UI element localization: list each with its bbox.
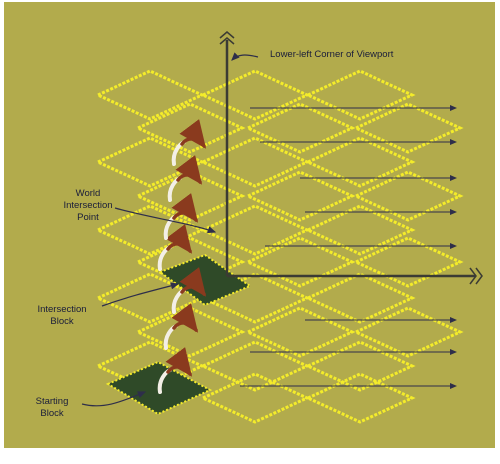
diagram-background (4, 2, 495, 448)
starting-block-label-line-2: Block (40, 408, 63, 419)
curved-arrow-icon (157, 347, 193, 394)
walk-path-arrows (157, 119, 207, 394)
tile-outline (352, 102, 464, 154)
tile-outline (244, 170, 356, 222)
intersection-block-label-line-1: Intersection (37, 304, 86, 315)
tile-outline (134, 102, 246, 154)
starting-block-label-line-1: Starting (36, 396, 69, 407)
axis-break-icon (469, 267, 483, 285)
world-point-label-line-1: World (76, 188, 101, 199)
tile-outline (199, 204, 311, 256)
curved-arrow-icon (163, 303, 199, 350)
curved-arrow-icon (167, 155, 203, 202)
curved-arrow-icon (163, 193, 199, 240)
tile-outline (199, 136, 311, 188)
tile-outline (199, 372, 311, 424)
tile-outline (94, 69, 206, 121)
curved-arrow-icon (171, 267, 207, 314)
intersection-block-label-line-2: Block (50, 316, 73, 327)
tile-outline (244, 102, 356, 154)
intersection-block-leader-line (101, 282, 180, 307)
world-point-label-line-3: Point (77, 212, 99, 223)
curved-arrow-icon (171, 119, 207, 166)
starting-block-leader-line (81, 391, 147, 407)
tile-outline (244, 306, 356, 358)
tile-outline (352, 306, 464, 358)
isometric-tile-grid (94, 69, 464, 424)
ray-arrows (240, 105, 457, 389)
tile-outline (94, 204, 206, 256)
corner-label: Lower-left Corner of Viewport (270, 49, 394, 60)
tile-outline (304, 272, 416, 324)
curved-arrow-icon (157, 224, 193, 271)
tile-outline (304, 372, 416, 424)
axis-break-icon (219, 31, 235, 45)
corner-leader-line (231, 52, 259, 61)
tile-outline (304, 69, 416, 121)
world-point-label-line-2: Intersection (63, 200, 112, 211)
tile-outline (199, 69, 311, 121)
world-point-leader-line (114, 207, 217, 234)
